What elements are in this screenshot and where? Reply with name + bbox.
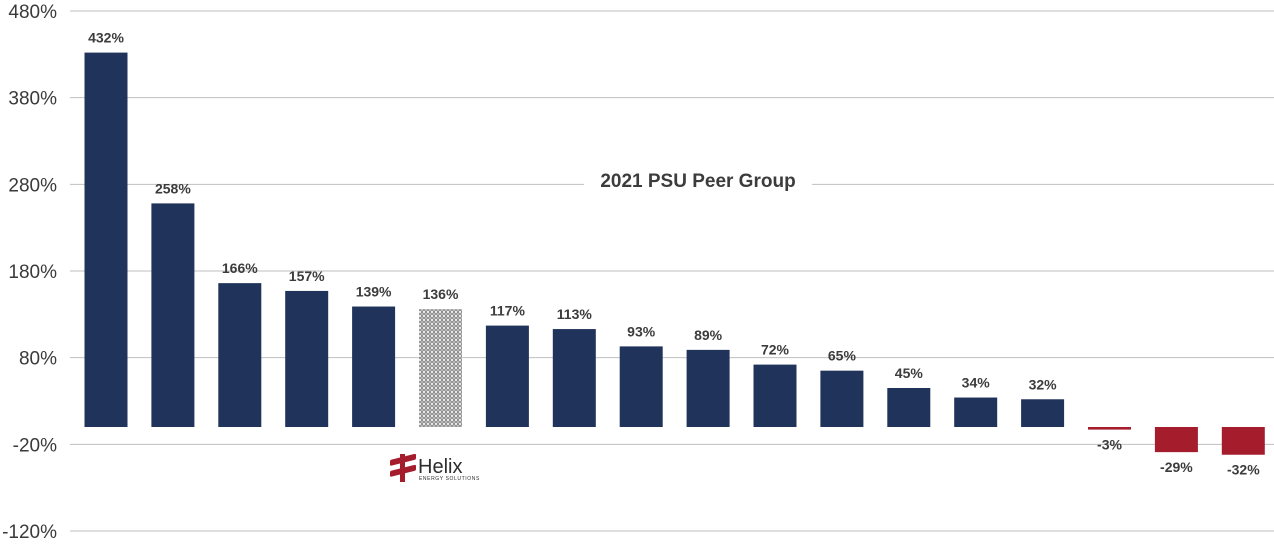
bar xyxy=(485,325,529,427)
bar xyxy=(753,364,797,427)
bar xyxy=(887,388,931,427)
data-label: 432% xyxy=(88,30,124,46)
bar xyxy=(1088,427,1131,430)
data-label: 117% xyxy=(490,303,526,319)
data-label: 136% xyxy=(423,286,459,302)
data-label: 45% xyxy=(895,365,924,381)
bar xyxy=(1154,427,1198,453)
y-tick-label: 480% xyxy=(8,2,57,23)
data-label: 65% xyxy=(828,348,857,364)
data-label: 166% xyxy=(222,260,258,276)
data-label: 34% xyxy=(962,375,991,391)
data-label: 93% xyxy=(627,323,656,339)
bar xyxy=(352,306,396,427)
data-label: -3% xyxy=(1097,437,1122,453)
bar xyxy=(1021,399,1065,427)
bar-highlight xyxy=(419,309,462,427)
data-label: 139% xyxy=(356,284,392,300)
bar xyxy=(218,283,262,427)
bar xyxy=(151,203,195,427)
helix-logo-wordmark: Helix xyxy=(418,456,462,478)
bar xyxy=(552,329,596,427)
y-axis-tick-labels: 480% 380% 280% 180% 80% -20% -120% xyxy=(2,2,57,543)
chart-title: 2021 PSU Peer Group xyxy=(600,171,795,192)
chart-title-background xyxy=(584,168,812,194)
bar xyxy=(285,290,329,427)
y-tick-label: 80% xyxy=(19,349,57,370)
y-tick-label: -120% xyxy=(2,522,57,543)
bar xyxy=(686,349,730,427)
data-label: 157% xyxy=(289,268,325,284)
data-label: 113% xyxy=(557,306,593,322)
data-label: 258% xyxy=(155,180,191,196)
bar xyxy=(1221,427,1265,455)
data-label: -32% xyxy=(1227,462,1260,478)
bar xyxy=(820,370,864,427)
y-tick-label: 380% xyxy=(8,89,57,110)
data-label: -29% xyxy=(1160,459,1193,475)
y-tick-label: -20% xyxy=(13,435,57,456)
y-tick-label: 280% xyxy=(8,175,57,196)
helix-logo-tagline: ENERGY SOLUTIONS xyxy=(419,476,480,482)
bar xyxy=(84,52,128,427)
data-label: 32% xyxy=(1029,376,1058,392)
helix-logo-mark xyxy=(400,454,405,482)
bars xyxy=(84,52,1265,455)
data-label: 89% xyxy=(694,327,723,343)
bar xyxy=(954,397,998,427)
bar xyxy=(619,346,663,427)
data-labels: 432% 258% 166% 157% 139% 136% 117% 113% 93% 89% 72… xyxy=(88,30,1260,478)
y-tick-label: 180% xyxy=(8,262,57,283)
helix-logo: Helix ENERGY SOLUTIONS xyxy=(390,453,480,482)
data-label: 72% xyxy=(761,342,790,358)
